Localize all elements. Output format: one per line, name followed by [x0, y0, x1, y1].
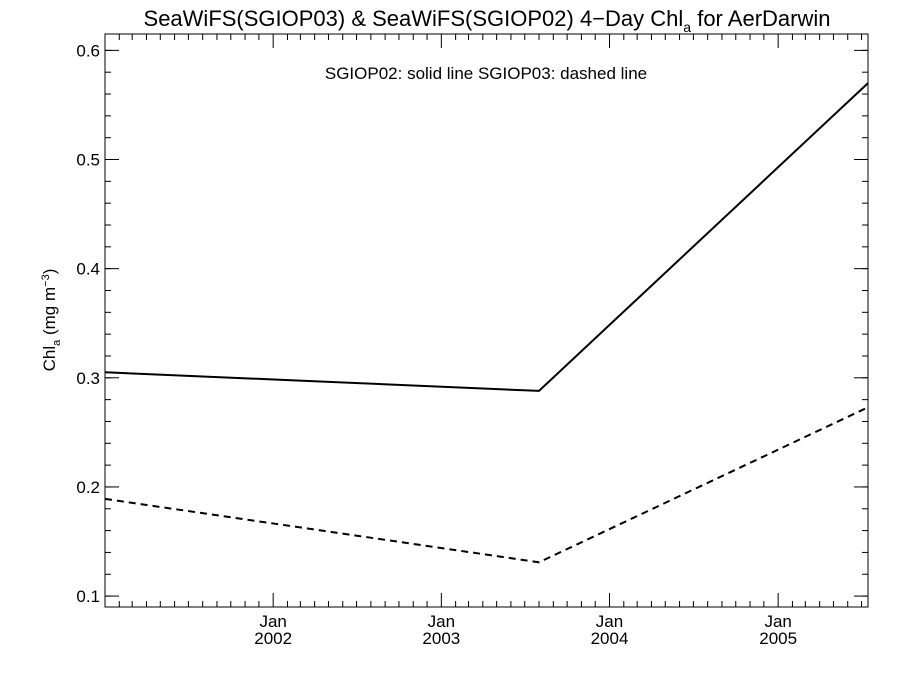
y-tick-label: 0.1	[76, 587, 100, 606]
y-tick-label: 0.5	[76, 151, 100, 170]
y-tick-label: 0.3	[76, 369, 100, 388]
series-layer	[104, 82, 869, 564]
y-minor-ticks	[105, 49, 868, 597]
series-line-sgiop03	[104, 406, 869, 564]
x-tick-label-month: Jan	[596, 612, 623, 631]
x-tick-label-month: Jan	[764, 612, 791, 631]
chart-title-suffix: for AerDarwin	[691, 6, 830, 31]
y-tick-label: 0.4	[76, 260, 100, 279]
x-tick-label-month: Jan	[259, 612, 286, 631]
y-axis-label-subscript: a	[51, 339, 63, 346]
series-line-sgiop02	[104, 82, 869, 392]
legend-text: SGIOP02: solid line SGIOP03: dashed line	[325, 64, 647, 83]
y-axis-label-unit: (mg m	[40, 287, 59, 340]
chart-title-subscript: a	[683, 19, 691, 35]
chart-title: SeaWiFS(SGIOP03) & SeaWiFS(SGIOP02) 4−Da…	[144, 6, 831, 35]
chart-title-main: SeaWiFS(SGIOP03) & SeaWiFS(SGIOP02) 4−Da…	[144, 6, 684, 31]
y-axis-label: Chla (mg m−3)	[40, 269, 63, 372]
x-tick-label-year: 2003	[422, 629, 460, 648]
x-tick-label-year: 2005	[759, 629, 797, 648]
y-axis-label-unit-exponent: −3	[40, 274, 52, 287]
y-tick-label: 0.2	[76, 478, 100, 497]
y-axis-label-main: Chl	[40, 346, 59, 372]
x-tick-label-year: 2002	[254, 629, 292, 648]
plot-frame	[104, 33, 869, 608]
x-tick-label-month: Jan	[428, 612, 455, 631]
y-major-ticks: 0.1 0.2 0.3 0.4 0.5 0.6	[76, 41, 868, 606]
x-tick-label-year: 2004	[591, 629, 629, 648]
y-tick-label: 0.6	[76, 41, 100, 60]
y-axis-label-unit-close: )	[40, 269, 59, 275]
